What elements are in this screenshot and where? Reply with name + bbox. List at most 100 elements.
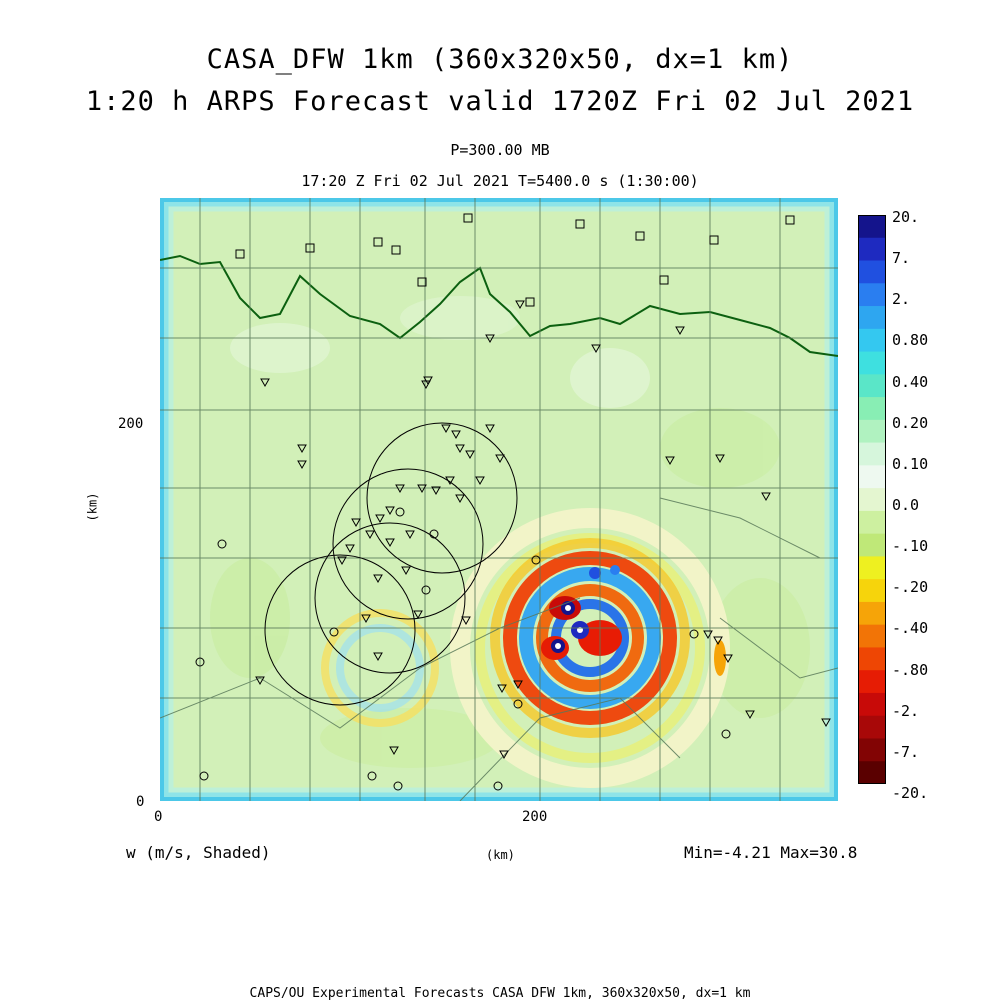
colorbar-swatch (858, 419, 886, 444)
station-triangle (475, 476, 485, 486)
colorbar-label: -2. (892, 701, 920, 720)
colorbar (858, 215, 886, 784)
station-triangle (297, 444, 307, 454)
station-circle (421, 585, 431, 595)
station-triangle (375, 514, 385, 524)
x-tick-0: 0 (154, 809, 163, 825)
plot-title: CASA_DFW 1km (360x320x50, dx=1 km) (206, 44, 794, 75)
x-axis-label: (km) (486, 848, 515, 862)
storm-cores (541, 565, 726, 676)
colorbar-swatch (858, 556, 886, 580)
colorbar-swatch (858, 670, 886, 694)
station-square (785, 215, 795, 225)
station-triangle (361, 614, 371, 624)
station-triangle (413, 610, 423, 620)
colorbar-swatch (858, 374, 886, 398)
station-triangle (497, 684, 507, 694)
colorbar-swatch (858, 488, 886, 512)
station-square (635, 231, 645, 241)
station-triangle (351, 518, 361, 528)
colorbar-swatch (858, 283, 886, 307)
station-triangle (385, 506, 395, 516)
station-triangle (745, 710, 755, 720)
colorbar-swatch (858, 601, 886, 626)
radar-range-rings (264, 422, 518, 706)
station-circle (217, 539, 227, 549)
station-square (305, 243, 315, 253)
y-axis-label: (km) (85, 492, 100, 522)
station-triangle (821, 718, 831, 728)
station-triangle (715, 454, 725, 464)
colorbar-swatch (858, 465, 886, 489)
colorbar-swatch (858, 260, 886, 284)
colorbar-swatch (858, 533, 886, 557)
station-triangle (297, 460, 307, 470)
colorbar-swatch (858, 442, 886, 466)
colorbar-swatch (858, 761, 886, 784)
field-minmax: Min=-4.21 Max=30.8 (684, 843, 858, 862)
colorbar-label: -.80 (892, 660, 929, 679)
station-triangle (675, 326, 685, 336)
station-triangle (455, 444, 465, 454)
station-square (373, 237, 383, 247)
station-circle (367, 771, 377, 781)
colorbar-swatch (858, 624, 886, 648)
station-triangle (421, 380, 431, 390)
colorbar-label: 7. (892, 249, 911, 268)
station-triangle (591, 344, 601, 354)
colorbar-swatch (858, 692, 886, 717)
station-triangle (417, 484, 427, 494)
station-triangle (337, 556, 347, 566)
station-triangle (703, 630, 713, 640)
station-square (659, 275, 669, 285)
colorbar-swatch (858, 397, 886, 421)
colorbar-label: -7. (892, 742, 920, 761)
colorbar-label: -.40 (892, 619, 929, 638)
colorbar-label: -20. (892, 784, 929, 802)
station-triangle (761, 492, 771, 502)
colorbar-label: 20. (892, 208, 920, 226)
station-triangle (255, 676, 265, 686)
station-circle (531, 555, 541, 565)
station-triangle (385, 538, 395, 548)
colorbar-swatch (858, 306, 886, 330)
station-square (417, 277, 427, 287)
footer-credit: CAPS/OU Experimental Forecasts CASA DFW … (249, 986, 751, 1001)
station-triangle (451, 430, 461, 440)
station-square (525, 297, 535, 307)
station-triangle (365, 530, 375, 540)
station-circle (429, 529, 439, 539)
station-triangle (499, 750, 509, 760)
station-triangle (373, 574, 383, 584)
pressure-level: P=300.00 MB (450, 141, 550, 159)
station-circle (721, 729, 731, 739)
station-triangle (405, 530, 415, 540)
colorbar-swatch (858, 579, 886, 603)
colorbar-label: -.20 (892, 578, 929, 597)
station-square (391, 245, 401, 255)
station-triangle (445, 476, 455, 486)
colorbar-swatch (858, 237, 886, 262)
station-triangle (485, 334, 495, 344)
plot-subtitle: 1:20 h ARPS Forecast valid 1720Z Fri 02 … (85, 86, 915, 117)
colorbar-swatch (858, 328, 886, 353)
station-square (463, 213, 473, 223)
station-triangle (431, 486, 441, 496)
colorbar-swatch (858, 715, 886, 739)
colorbar-label: 0.40 (892, 372, 929, 391)
station-triangle (441, 424, 451, 434)
county-lines (160, 198, 838, 801)
station-triangle (495, 454, 505, 464)
station-square (575, 219, 585, 229)
station-circle (393, 781, 403, 791)
station-triangle (713, 636, 723, 646)
y-tick-0: 0 (136, 794, 145, 810)
station-triangle (389, 746, 399, 756)
station-markers (195, 213, 831, 791)
station-triangle (723, 654, 733, 664)
colorbar-label: 0.10 (892, 454, 929, 473)
station-circle (329, 627, 339, 637)
colorbar-label: 2. (892, 290, 911, 309)
map-plot (160, 198, 838, 801)
valid-time: 17:20 Z Fri 02 Jul 2021 T=5400.0 s (1:30… (301, 172, 699, 190)
